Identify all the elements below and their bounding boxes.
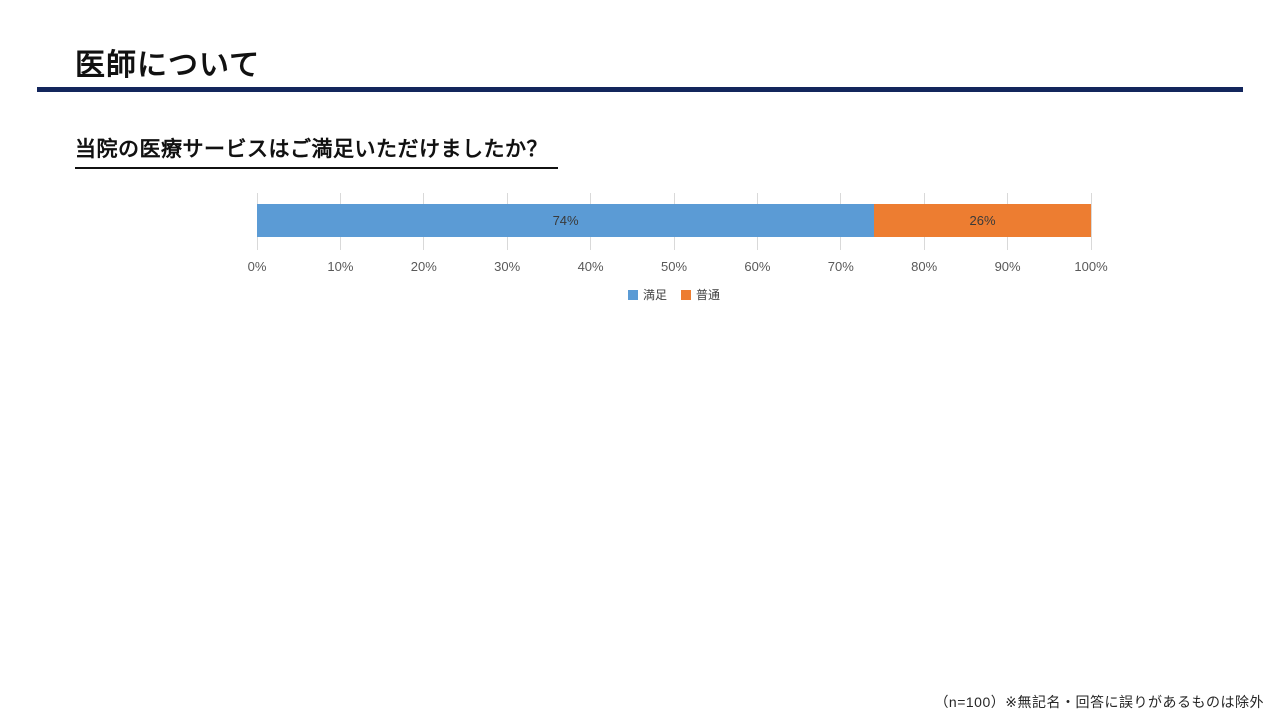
axis-tick-label: 70% [827,259,854,274]
legend-item-普通: 普通 [681,286,720,303]
data-label: 26% [969,213,996,228]
satisfaction-bar-chart: 74% 26% 0% 10% 20% 30% 40% 50% 60% 70% 80% 90% 100%… [248,193,1108,303]
chart-plot-area: 74% 26% [256,193,1092,250]
axis-tick-label: 80% [911,259,938,274]
axis-tick-label: 0% [247,259,267,274]
axis-tick-label: 30% [494,259,521,274]
gridline [1090,193,1092,250]
axis-tick-label: 10% [327,259,354,274]
question-heading: 当院の医療サービスはご満足いただけましたか？ [75,133,558,169]
title-rule [37,87,1243,92]
bar-segment-普通: 26% [874,204,1091,237]
legend-item-満足: 満足 [627,286,667,303]
axis-tick-label: 90% [994,259,1021,274]
legend-swatch [627,289,638,300]
chart-legend: 満足 普通 [257,286,1091,303]
page-title: 医師について [75,49,261,82]
axis-tick-label: 50% [660,259,688,274]
x-axis: 0% 10% 20% 30% 40% 50% 60% 70% 80% 90% 100% [248,250,1108,278]
data-label: 74% [552,213,579,228]
axis-tick-label: 20% [410,259,437,274]
axis-tick-label: 60% [744,259,771,274]
axis-tick-label: 40% [577,259,604,274]
legend-label: 普通 [696,288,721,302]
stacked-bar: 74% 26% [257,204,1091,237]
legend-swatch [681,289,691,300]
footnote: （n=100）※無記名・回答に誤りがあるものは除外 [934,694,1264,710]
axis-tick-label: 100% [1074,259,1108,274]
legend-label: 満足 [642,288,667,302]
bar-segment-満足: 74% [257,204,875,237]
